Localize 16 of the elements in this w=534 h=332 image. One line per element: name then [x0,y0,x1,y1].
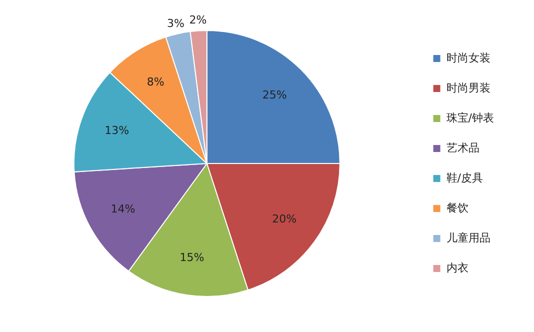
data-label: 15% [180,250,204,264]
legend-label: 艺术品 [446,141,480,154]
legend-label: 内衣 [446,261,468,274]
legend-label: 时尚男装 [446,81,490,94]
data-label: 13% [104,124,130,137]
data-label: 25% [262,88,287,102]
data-label: 3% [166,16,184,30]
legend-label: 时尚女装 [446,51,490,64]
legend-label: 儿童用品 [446,231,490,244]
legend-label: 餐饮 [446,201,468,214]
data-label: 14% [110,202,136,216]
legend-label: 鞋/皮具 [446,171,484,184]
data-label: 2% [189,14,207,27]
legend-label: 珠宝/钟表 [446,111,494,124]
data-label: 20% [272,212,297,226]
data-label: 8% [146,76,164,89]
